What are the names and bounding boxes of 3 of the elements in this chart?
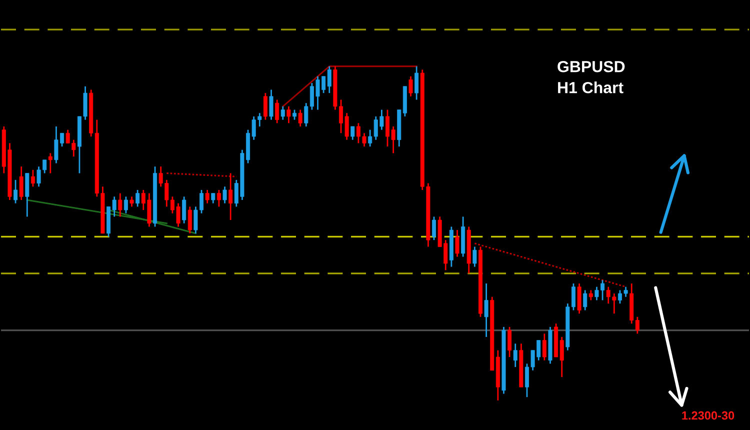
text: 1.2300-30 <box>682 411 734 420</box>
text: H1 Chart <box>558 82 624 94</box>
chart-title: GBPUSD <box>558 60 625 72</box>
